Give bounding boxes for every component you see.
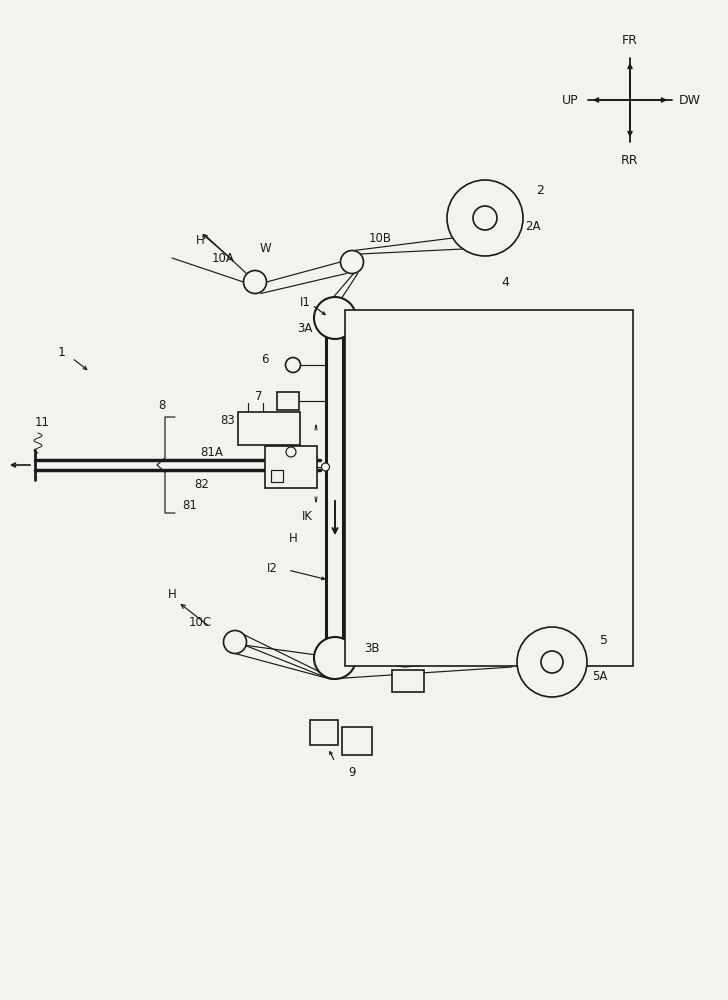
Text: 10C: 10C [189,615,212,629]
Text: RR: RR [621,153,638,166]
Text: 10B: 10B [368,232,392,244]
Circle shape [517,627,587,697]
Text: 82: 82 [194,479,210,491]
Text: 2: 2 [536,184,544,196]
Text: 5: 5 [600,634,608,647]
Text: UP: UP [562,94,578,106]
Circle shape [243,270,266,294]
Text: H: H [288,532,297,544]
Text: 10A: 10A [212,251,234,264]
Text: H: H [197,233,205,246]
Circle shape [286,447,296,457]
Text: 2A: 2A [525,220,541,232]
Bar [310,720,338,745]
Circle shape [223,631,247,654]
Bar [346,310,633,666]
Text: 11: 11 [34,416,50,430]
Bar [342,727,372,755]
Text: FR: FR [622,33,638,46]
Circle shape [285,358,301,372]
Text: 81A: 81A [200,446,223,460]
Bar [238,412,300,445]
Circle shape [314,297,356,339]
Bar [277,392,299,410]
Circle shape [473,206,497,230]
Bar [392,670,424,692]
Text: IK: IK [301,510,312,522]
Text: 3B: 3B [364,642,380,654]
Circle shape [322,463,330,471]
Text: 3A: 3A [297,322,313,334]
Circle shape [314,637,356,679]
Circle shape [341,250,363,273]
Text: 83: 83 [221,414,235,426]
Text: 9: 9 [348,766,356,778]
Text: 8: 8 [158,399,166,412]
Circle shape [447,180,523,256]
Text: 7: 7 [256,389,263,402]
Text: 4: 4 [501,275,509,288]
Text: H: H [167,588,176,601]
Text: 6: 6 [261,353,269,366]
Text: 81: 81 [183,499,197,512]
Text: W: W [259,241,271,254]
Text: DW: DW [679,94,701,106]
Text: 5A: 5A [593,670,608,684]
Text: I2: I2 [266,562,277,574]
Text: I1: I1 [299,296,310,308]
Text: 1: 1 [58,346,66,359]
Bar [265,446,317,488]
Bar [271,470,283,482]
Circle shape [541,651,563,673]
